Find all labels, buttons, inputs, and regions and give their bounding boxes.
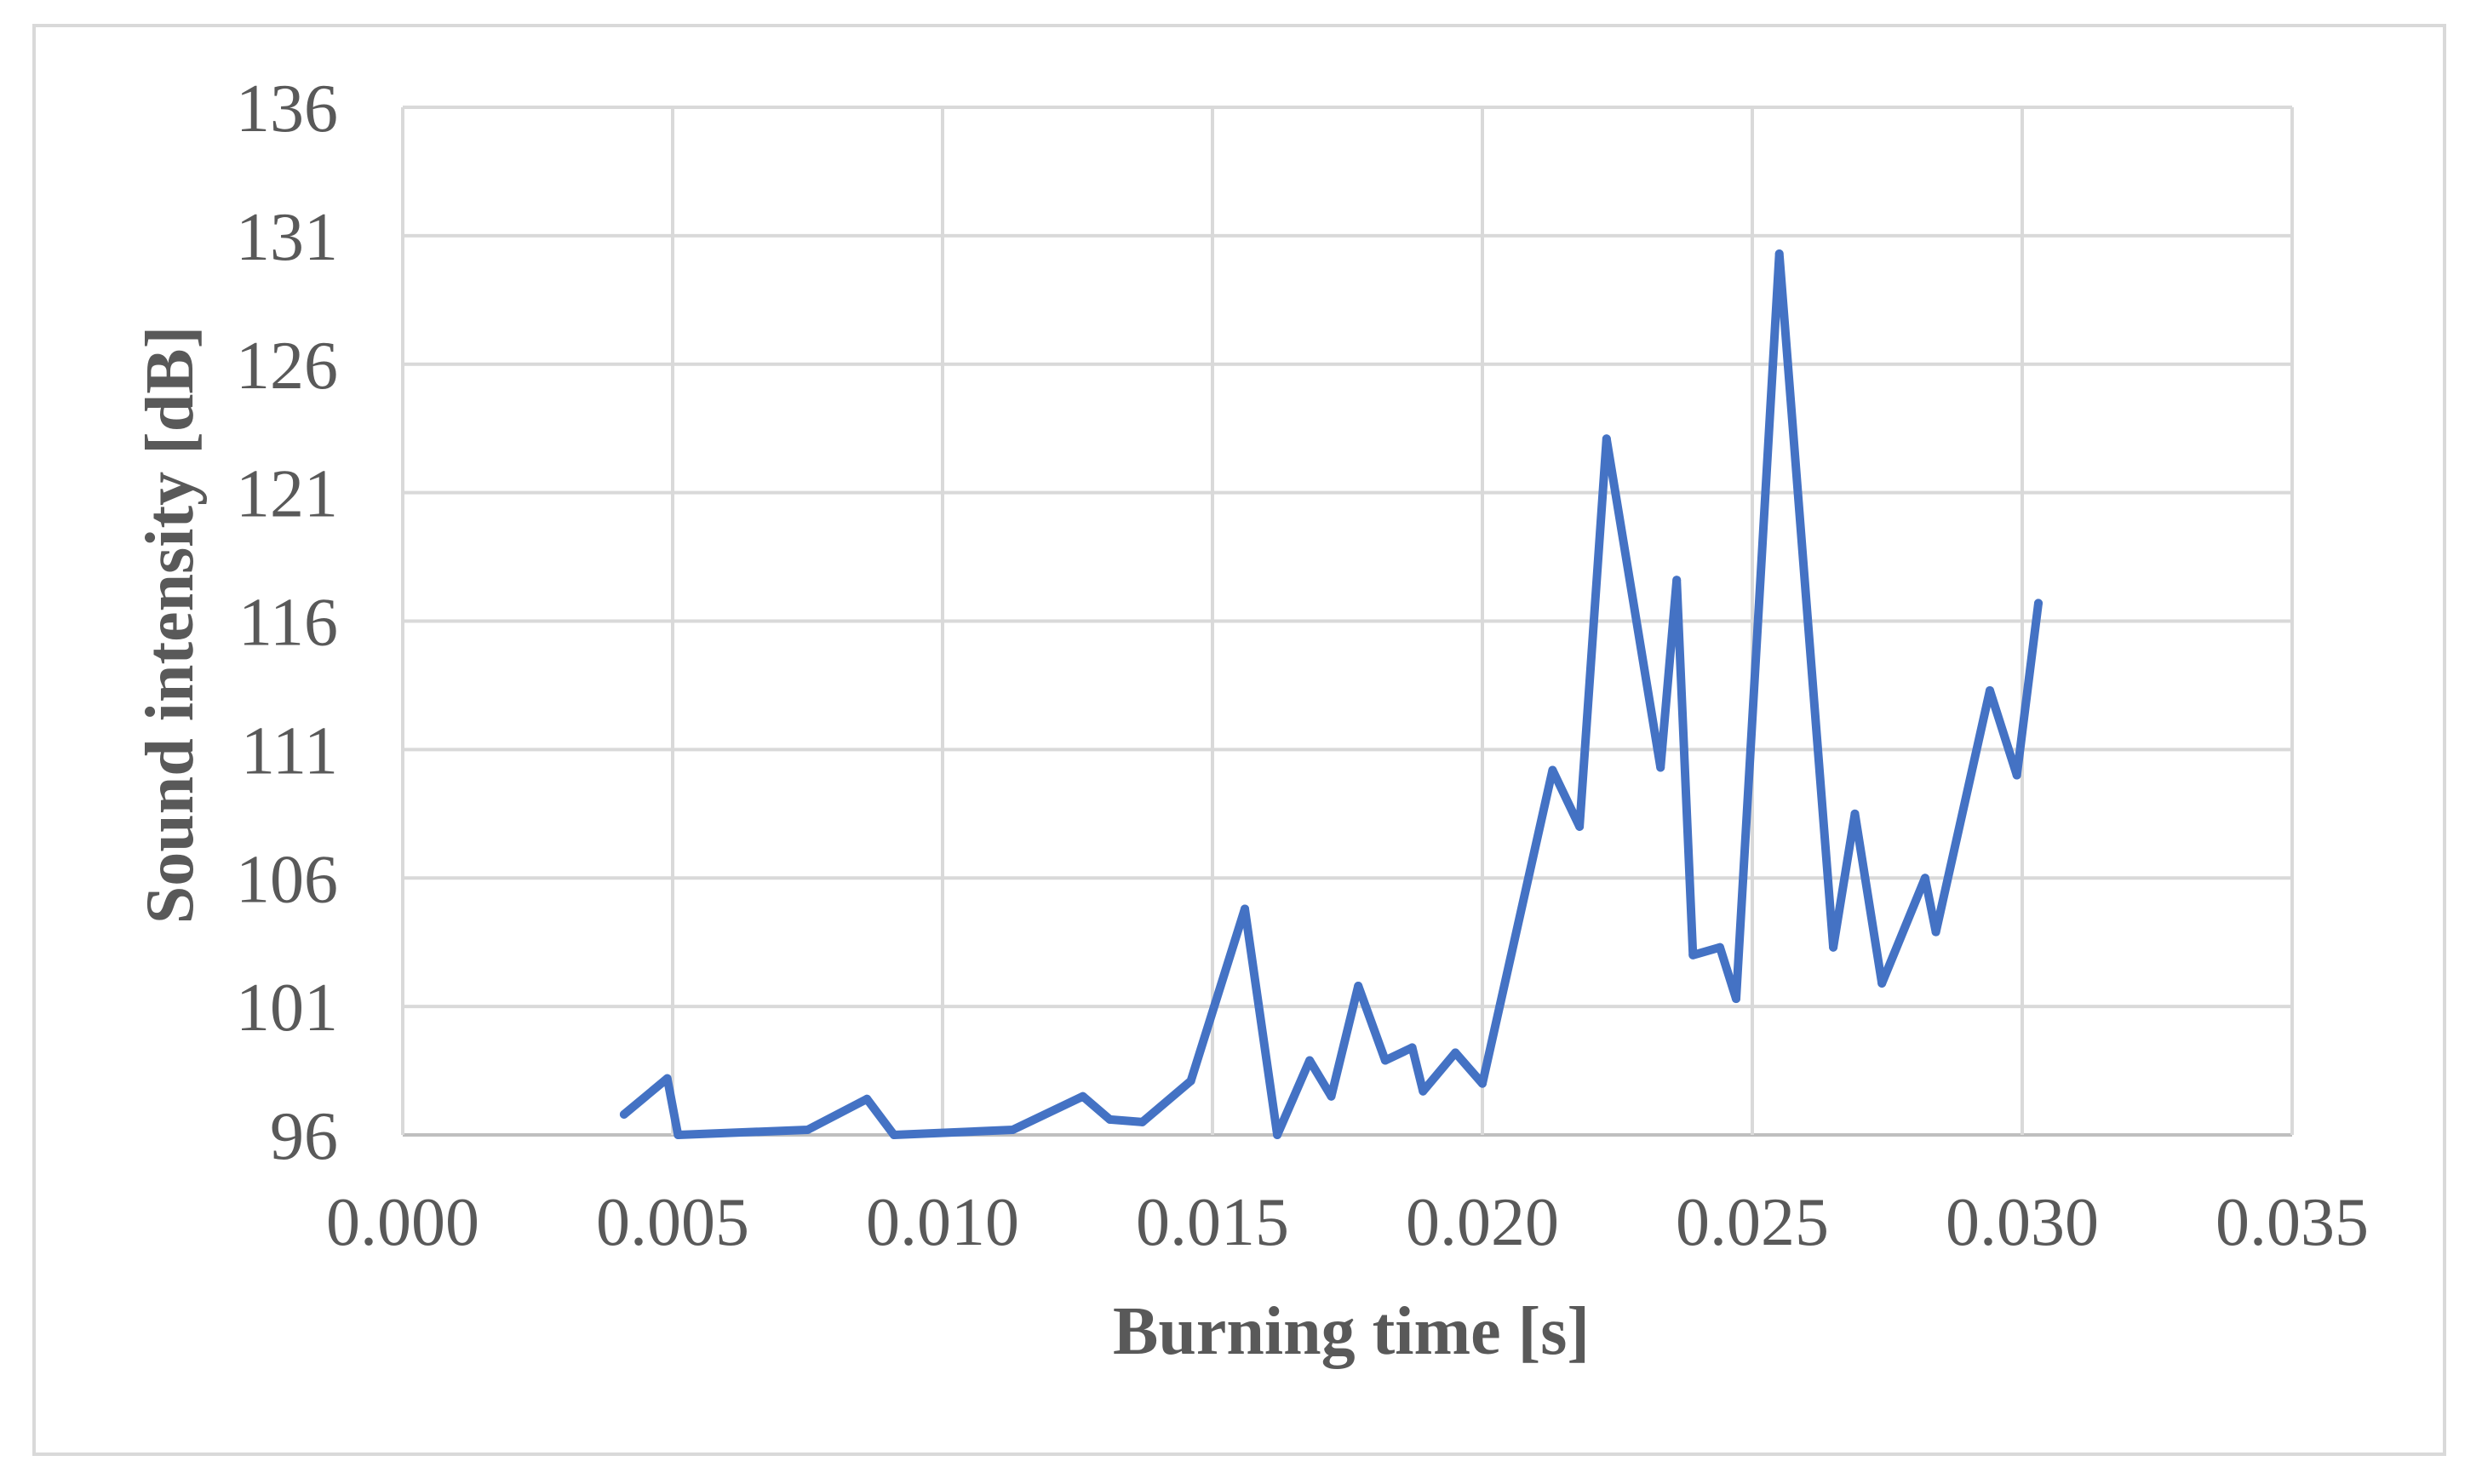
data-point	[1602, 434, 1611, 444]
y-tick-label: 101	[236, 971, 338, 1046]
data-point	[1548, 765, 1557, 775]
data-point	[1380, 1056, 1390, 1065]
data-point	[1920, 874, 1929, 883]
y-axis-title: Sound intensity [dB]	[133, 326, 208, 924]
data-point	[1931, 927, 1940, 937]
data-point	[1138, 1117, 1147, 1126]
data-point	[1105, 1114, 1115, 1124]
data-point	[1273, 1131, 1282, 1139]
data-point	[1575, 822, 1585, 831]
data-point	[1715, 943, 1724, 952]
data-point	[662, 1074, 672, 1083]
data-point	[863, 1094, 872, 1103]
data-point	[1829, 943, 1838, 952]
data-point	[1850, 809, 1860, 818]
x-tick-label: 0.010	[866, 1185, 1019, 1260]
data-point	[1451, 1048, 1460, 1057]
x-tick-label: 0.020	[1406, 1185, 1559, 1260]
series	[619, 249, 2043, 1139]
y-tick-label: 111	[241, 713, 338, 788]
data-point	[674, 1131, 683, 1139]
x-tick-label: 0.035	[2215, 1185, 2369, 1260]
data-point	[1078, 1092, 1087, 1101]
data-point	[1877, 978, 1887, 988]
x-tick-labels: 0.000 0.005 0.010 0.015 0.020 0.025 0.030 0.035	[326, 1185, 2369, 1260]
data-point	[1656, 763, 1665, 772]
data-point	[1305, 1056, 1315, 1065]
grid	[401, 106, 2294, 1137]
data-point	[1774, 249, 1784, 258]
x-tick-label: 0.000	[326, 1185, 479, 1260]
y-tick-label: 96	[270, 1099, 338, 1174]
data-point	[1688, 950, 1698, 960]
data-point	[1407, 1043, 1417, 1052]
x-tick-label: 0.025	[1676, 1185, 1829, 1260]
data-point	[889, 1131, 898, 1139]
data-point	[2034, 599, 2043, 608]
series-line	[619, 249, 2043, 1139]
chart-frame	[32, 24, 2446, 1456]
y-tick-label: 106	[236, 842, 338, 917]
x-tick-label: 0.005	[596, 1185, 749, 1260]
data-point	[1985, 685, 1994, 695]
data-point	[1672, 576, 1682, 585]
y-tick-labels: 96 101 106 111 116 121 126 131 136	[236, 72, 338, 1174]
data-point	[1731, 994, 1740, 1004]
x-tick-label: 0.030	[1946, 1185, 2099, 1260]
data-point	[1478, 1079, 1487, 1088]
data-point	[1327, 1092, 1336, 1101]
data-point	[1008, 1125, 1017, 1134]
y-tick-label: 131	[236, 200, 338, 275]
y-tick-label: 121	[236, 457, 338, 532]
x-axis-title: Burning time [s]	[1113, 1294, 1590, 1369]
data-point	[803, 1125, 812, 1134]
y-tick-label: 136	[236, 72, 338, 146]
data-point	[2012, 771, 2021, 780]
data-point	[1354, 981, 1363, 990]
data-point	[1419, 1086, 1428, 1096]
y-tick-label: 126	[236, 329, 338, 404]
y-tick-label: 116	[238, 586, 338, 661]
data-point	[619, 1109, 628, 1119]
x-tick-label: 0.015	[1136, 1185, 1289, 1260]
data-point	[1186, 1076, 1195, 1086]
data-point	[1241, 904, 1250, 914]
